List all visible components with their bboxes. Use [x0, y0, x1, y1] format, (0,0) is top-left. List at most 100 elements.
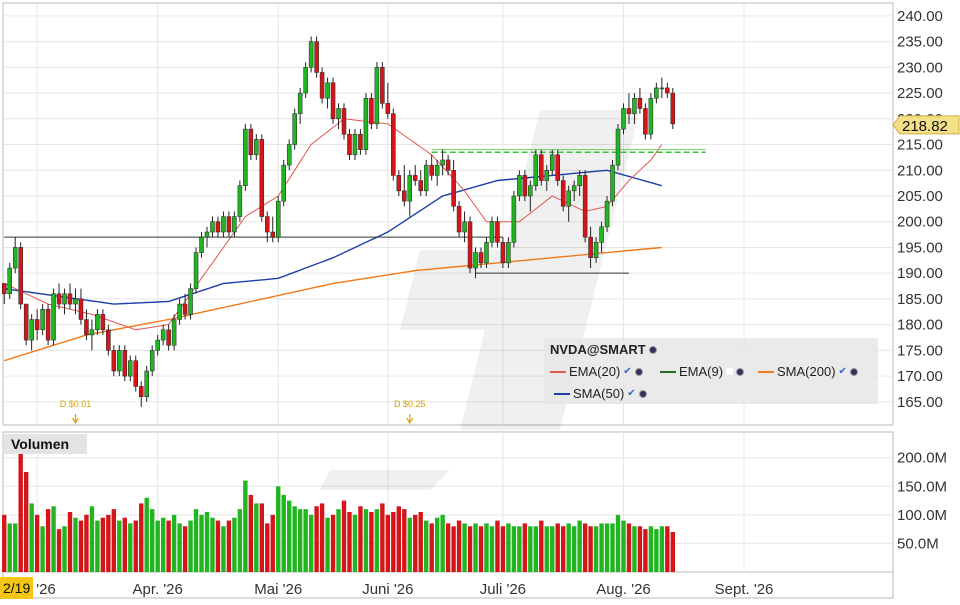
volume-bar	[13, 523, 18, 572]
candle-body	[128, 360, 133, 377]
legend-sma200[interactable]: SMA(200) ✔	[758, 364, 858, 379]
volume-bar	[665, 526, 670, 572]
volume-bar	[232, 517, 237, 572]
volume-bar	[221, 526, 226, 572]
candle-body	[549, 154, 555, 171]
volume-bar	[34, 514, 40, 572]
dividend-arrow-icon	[406, 414, 414, 425]
volume-bar	[473, 523, 478, 572]
volume-bar	[73, 517, 78, 572]
candle-body	[418, 180, 423, 192]
volume-bar	[506, 523, 511, 572]
volume-bar	[150, 509, 155, 572]
volume-bar	[199, 514, 204, 572]
volume-bar	[522, 523, 528, 572]
volume-bar	[78, 520, 84, 572]
candle-body	[7, 267, 12, 295]
volume-bar	[139, 503, 144, 572]
volume-bar	[445, 523, 451, 572]
legend-panel: NVDA@SMART EMA(20) ✔ EMA(9) SMA(200) ✔ SMA…	[544, 338, 878, 404]
candle-body	[193, 252, 199, 289]
candle-body	[177, 303, 182, 320]
candle-body	[380, 67, 385, 104]
eye-icon[interactable]	[634, 367, 643, 376]
y-tick-label: 230.00	[897, 59, 943, 76]
candle-body	[506, 242, 511, 264]
sma200-swatch	[758, 370, 774, 373]
last-price-label: 218.82	[902, 118, 948, 135]
eye-icon[interactable]	[736, 367, 745, 376]
y-tick-label: 205.00	[897, 188, 943, 205]
candle-body	[385, 103, 391, 114]
legend-ema20[interactable]: EMA(20) ✔	[550, 364, 643, 379]
candle-body	[232, 216, 237, 233]
candle-body	[402, 190, 407, 202]
volume-bar	[193, 509, 199, 572]
candle-body	[254, 139, 259, 156]
volume-bar	[621, 520, 626, 572]
ema20-swatch	[550, 370, 566, 373]
volume-bar	[429, 523, 434, 572]
volume-bar	[133, 520, 138, 572]
dividend-label: D $0.01	[60, 399, 92, 409]
candle-body	[396, 175, 402, 192]
eye-icon[interactable]	[638, 389, 647, 398]
volume-bar	[511, 526, 517, 572]
candle-body	[210, 221, 215, 233]
check-icon[interactable]: ✔	[838, 366, 847, 377]
last-price-badge	[892, 115, 960, 135]
candle-body	[319, 72, 325, 99]
volume-bar	[632, 526, 637, 572]
volume-bar	[561, 526, 566, 572]
x-tick-label: Juni '26	[362, 581, 413, 598]
candle-body	[111, 350, 117, 372]
candle-body	[100, 314, 106, 331]
volume-bar	[407, 517, 412, 572]
volume-bar	[462, 523, 467, 572]
candle-body	[374, 67, 380, 125]
candle-body	[51, 293, 56, 341]
volume-bar	[117, 520, 122, 572]
dividend-label: D $0.25	[394, 399, 426, 409]
candle-body	[204, 231, 210, 238]
volume-bar	[67, 512, 73, 572]
date-badge[interactable]: 2/19	[0, 577, 34, 599]
legend-sma50[interactable]: SMA(50) ✔	[554, 386, 647, 401]
candle-body	[67, 293, 73, 305]
candle-body	[341, 108, 347, 135]
volume-bar	[402, 509, 407, 572]
volume-bar	[341, 500, 347, 572]
volume-bar	[434, 517, 440, 572]
volume-bar	[51, 506, 56, 572]
candle-body	[363, 97, 369, 150]
volume-title: Volumen	[3, 434, 87, 454]
check-icon[interactable]: ✔	[627, 388, 636, 399]
close-icon[interactable]	[726, 368, 734, 375]
candle-body	[555, 154, 560, 181]
volume-bar	[297, 509, 303, 572]
candle-body	[226, 216, 232, 233]
candle-body	[292, 113, 297, 145]
volume-bar	[56, 529, 62, 572]
sma200-line	[3, 246, 662, 362]
volume-bar	[100, 517, 106, 572]
volume-bar	[358, 506, 363, 572]
candle-body	[440, 159, 445, 166]
volume-bar	[243, 480, 248, 572]
dividend-arrow-icon	[71, 414, 79, 425]
volume-bar	[577, 520, 582, 572]
legend-ema9[interactable]: EMA(9)	[660, 364, 745, 379]
eye-icon[interactable]	[649, 346, 658, 354]
candle-body	[588, 236, 593, 258]
volume-bar	[7, 523, 12, 572]
volume-bar	[171, 514, 177, 572]
candle-body	[500, 242, 506, 264]
eye-icon[interactable]	[849, 367, 858, 376]
candle-body	[648, 97, 654, 135]
candle-body	[199, 236, 204, 253]
volume-bar	[188, 520, 193, 572]
volume-bar	[23, 472, 29, 572]
check-icon[interactable]: ✔	[623, 366, 632, 377]
volume-bar	[380, 503, 385, 572]
